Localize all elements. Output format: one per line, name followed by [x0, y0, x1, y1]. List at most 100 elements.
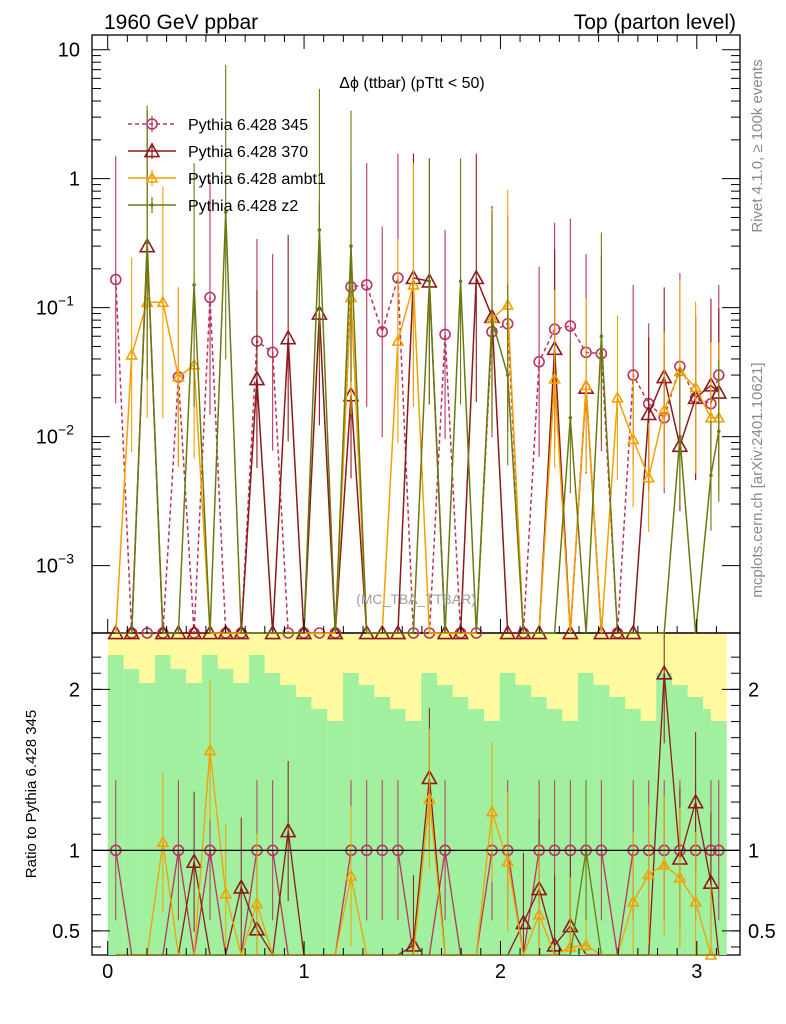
data-point: [678, 434, 682, 439]
ratio-point: [642, 867, 656, 880]
ratio-point: [515, 914, 532, 930]
data-point-zero: [452, 624, 469, 640]
ratio-point: [657, 858, 671, 870]
data-point: [657, 403, 671, 416]
ratio-band-1sigma: [139, 683, 156, 955]
data-point: [391, 334, 405, 346]
data-point-zero: [201, 624, 219, 640]
legend: Pythia 6.428 345 Pythia 6.428 370 Pythia 6…: [128, 116, 326, 215]
ratio-point: [501, 854, 515, 867]
ratio-band-1sigma: [515, 685, 532, 955]
ratio-point: [279, 822, 297, 838]
data-point-zero: [295, 624, 313, 640]
ratio-point: [689, 895, 702, 907]
ratio-point: [532, 908, 546, 920]
ratio-point: [250, 896, 264, 909]
data-point: [467, 269, 485, 285]
header-right: Top (parton level): [574, 11, 736, 34]
ratio-tick-label-left: 1: [69, 840, 80, 862]
data-point-zero: [609, 624, 626, 640]
ratio-tick-label-left: 2: [69, 679, 80, 701]
legend-label-1: Pythia 6.428 370: [188, 144, 308, 161]
y-tick-label: 10−3: [36, 551, 74, 578]
data-point-zero: [389, 624, 407, 640]
y-tick-label: 10: [58, 40, 80, 62]
ratio-axis-label: Ratio to Pythia 6.428 345: [23, 710, 40, 878]
data-point: [266, 346, 279, 359]
data-point: [156, 295, 170, 308]
data-point-zero: [373, 624, 391, 640]
legend-marker-0: [146, 118, 158, 130]
ratio-band-1sigma: [217, 669, 234, 955]
data-point: [533, 356, 545, 368]
series-line-0: [115, 277, 720, 634]
ratio-tick-label-left: 0.5: [52, 921, 80, 943]
data-point-zero: [170, 624, 187, 640]
data-point-zero: [326, 624, 344, 640]
x-tick-label: 0: [102, 961, 113, 983]
axes-group: 0 1 2 3 10−3 10−2 10−1 1 10 0.5 0.5 1 1 2 2: [36, 35, 776, 983]
data-point: [248, 370, 266, 386]
data-point-zero: [264, 624, 282, 640]
legend-marker-2: [145, 171, 159, 183]
data-point: [490, 318, 494, 322]
y-tick-label: 10−2: [36, 422, 74, 449]
data-point: [109, 273, 122, 286]
chart-title: Δϕ (ttbar) (pTtt < 50): [339, 75, 484, 92]
ratio-tick-label-right: 2: [748, 679, 759, 701]
analysis-watermark: (MC_TBA_TTBAR): [356, 591, 476, 607]
legend-marker-3: [150, 203, 154, 207]
ratio-tick-label-right: 0.5: [748, 921, 776, 943]
data-point: [172, 370, 185, 382]
data-point-zero: [561, 624, 579, 640]
data-point: [204, 291, 216, 304]
data-point: [376, 325, 389, 338]
data-point: [427, 279, 432, 284]
ratio-point: [344, 869, 358, 881]
ratio-point: [185, 852, 203, 869]
data-point-zero: [107, 624, 125, 640]
ratio-band-1sigma: [609, 697, 626, 955]
data-point: [599, 334, 604, 339]
data-point: [709, 473, 713, 478]
data-point: [317, 228, 322, 232]
ratio-tick-label-right: 1: [748, 840, 759, 862]
data-point: [279, 329, 297, 345]
ratio-band-1sigma: [468, 709, 485, 955]
ratio-point: [673, 871, 687, 883]
header-left: 1960 GeV ppbar: [104, 11, 258, 34]
ratio-point: [485, 805, 499, 817]
data-point: [579, 378, 593, 391]
legend-label-3: Pythia 6.428 z2: [188, 198, 298, 215]
ratio-band-1sigma: [327, 721, 344, 955]
data-point: [568, 415, 573, 420]
data-point: [223, 210, 228, 214]
data-point: [626, 432, 640, 445]
data-point: [145, 240, 149, 245]
ratio-point: [655, 664, 673, 680]
ratio-band-1sigma: [452, 697, 469, 955]
data-point: [458, 279, 463, 284]
legend-marker-1: [143, 142, 161, 158]
data-point: [640, 405, 658, 421]
data-point: [564, 320, 577, 332]
main-series-group: [107, 64, 728, 640]
data-point-zero: [123, 624, 141, 640]
ratio-band-1sigma: [123, 669, 140, 955]
ratio-point: [579, 938, 593, 951]
data-point: [407, 278, 420, 290]
rivet-version-label: Rivet 4.1.0, ≥ 100k events: [749, 59, 766, 232]
data-point: [125, 348, 139, 360]
data-point: [349, 244, 353, 248]
ratio-point: [687, 793, 704, 809]
ratio-point: [232, 878, 250, 894]
data-point: [642, 471, 656, 483]
x-tick-label: 1: [299, 961, 310, 983]
ratio-band-1sigma: [295, 697, 312, 955]
ratio-point: [422, 792, 436, 804]
data-point: [689, 380, 702, 393]
ratio-line-2: [115, 750, 719, 958]
ratio-point: [219, 887, 233, 899]
y-tick-label: 1: [69, 169, 80, 191]
y-tick-label: 10−1: [36, 293, 74, 320]
